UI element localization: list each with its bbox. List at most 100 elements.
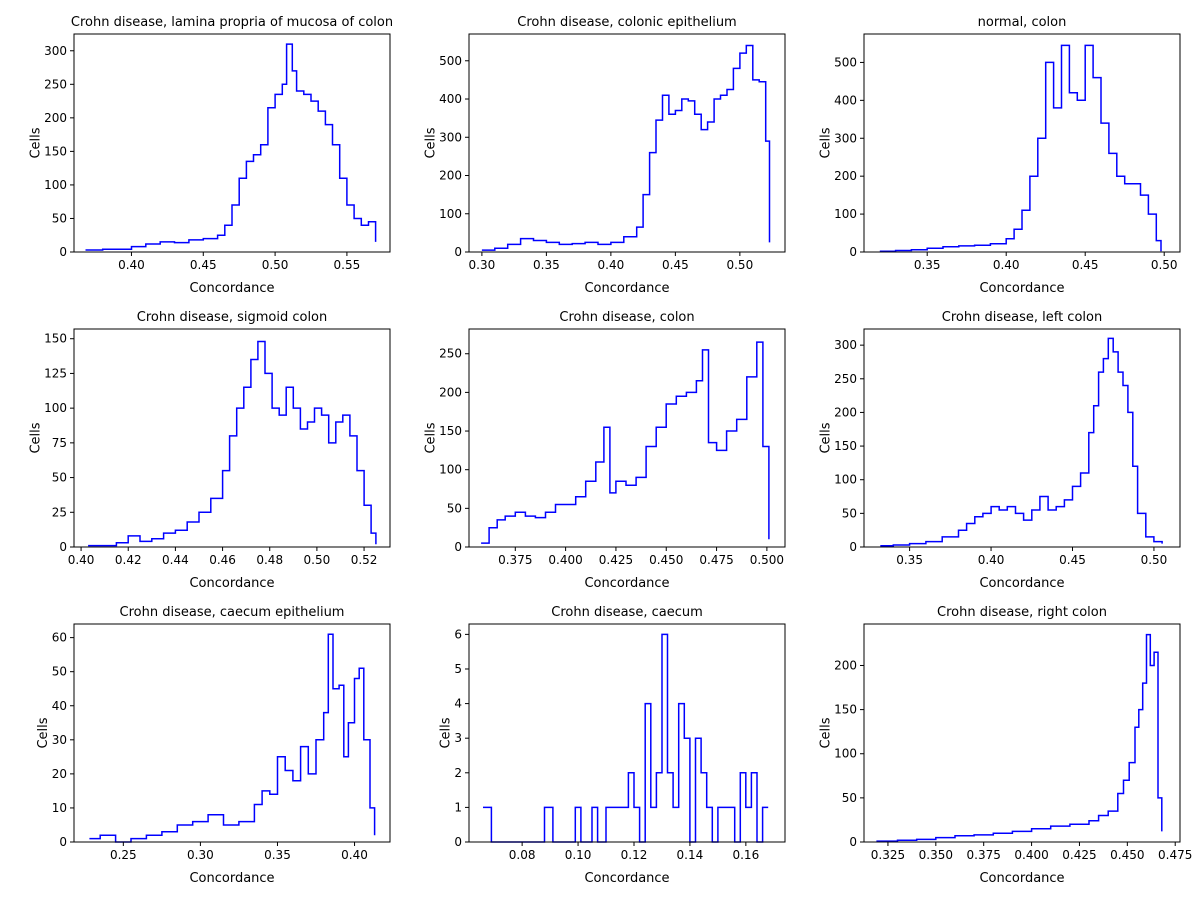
x-tick-label: 0.35 [533, 258, 560, 272]
y-tick-label: 200 [834, 658, 857, 672]
y-tick-label: 100 [834, 207, 857, 221]
y-tick-label: 5 [454, 662, 462, 676]
y-tick-label: 30 [52, 733, 67, 747]
y-tick-label: 100 [439, 207, 462, 221]
y-axis-label: Cells [36, 717, 51, 748]
x-axis-label: Concordance [979, 281, 1064, 296]
x-axis-label: Concordance [584, 871, 669, 886]
histogram-step-line [481, 44, 771, 251]
y-tick-label: 0 [454, 540, 462, 554]
histogram-step-line [88, 340, 377, 547]
y-tick-label: 50 [52, 211, 67, 225]
x-tick-label: 0.30 [469, 258, 496, 272]
x-tick-label: 0.40 [993, 258, 1020, 272]
histogram-step-line [481, 341, 770, 544]
y-tick-label: 150 [44, 332, 67, 346]
subplot-title: Crohn disease, left colon [942, 310, 1102, 325]
x-tick-label: 0.35 [264, 848, 291, 862]
subplot-8: 0.08 0.10 0.12 0.14 0.16 0 1 2 3 4 5 6 Crohn disease… [439, 605, 786, 886]
x-axis-label: Concordance [189, 871, 274, 886]
y-tick-label: 200 [834, 405, 857, 419]
x-tick-label: 0.55 [334, 258, 361, 272]
x-tick-label: 0.50 [726, 258, 753, 272]
x-axis-label: Concordance [979, 871, 1064, 886]
x-tick-label: 0.08 [509, 848, 536, 862]
x-tick-label: 0.42 [115, 553, 142, 567]
x-tick-label: 0.45 [1059, 553, 1086, 567]
subplot-title: normal, colon [978, 15, 1067, 30]
axes-frame [863, 33, 1181, 253]
subplot-1: 0.40 0.45 0.50 0.55 0 50 100 150 200 250 300 Crohn … [29, 15, 394, 296]
y-tick-label: 50 [52, 471, 67, 485]
y-tick-label: 200 [439, 169, 462, 183]
x-tick-label: 0.30 [187, 848, 214, 862]
y-tick-label: 25 [52, 505, 67, 519]
y-axis-label: Cells [29, 127, 44, 158]
y-tick-label: 150 [439, 424, 462, 438]
y-axis-label: Cells [424, 422, 439, 453]
y-tick-label: 20 [52, 767, 67, 781]
histogram-step-line [879, 44, 1162, 252]
x-tick-label: 0.52 [351, 553, 378, 567]
y-tick-label: 200 [439, 385, 462, 399]
y-tick-label: 100 [439, 463, 462, 477]
x-tick-label: 0.475 [699, 553, 733, 567]
x-tick-label: 0.45 [190, 258, 217, 272]
y-tick-label: 300 [834, 338, 857, 352]
x-tick-label: 0.40 [68, 553, 95, 567]
x-axis-label: Concordance [584, 576, 669, 591]
y-tick-label: 0 [849, 245, 857, 259]
x-tick-label: 0.375 [967, 848, 1001, 862]
y-tick-label: 400 [439, 92, 462, 106]
subplot-title: Crohn disease, sigmoid colon [137, 310, 328, 325]
axes-frame [73, 33, 391, 253]
y-tick-label: 0 [849, 540, 857, 554]
y-tick-label: 125 [44, 366, 67, 380]
x-tick-label: 0.46 [209, 553, 236, 567]
subplot-9: 0.325 0.350 0.375 0.400 0.425 0.450 0.475 0 50 10… [819, 605, 1193, 886]
axes-frame [863, 623, 1181, 843]
x-axis-label: Concordance [189, 281, 274, 296]
y-tick-label: 100 [834, 747, 857, 761]
x-tick-label: 0.44 [162, 553, 189, 567]
x-tick-label: 0.35 [896, 553, 923, 567]
y-tick-label: 200 [834, 169, 857, 183]
y-tick-label: 50 [52, 665, 67, 679]
axes-frame [468, 33, 786, 253]
axes-frame [468, 623, 786, 843]
y-tick-label: 300 [834, 131, 857, 145]
histogram-step-line [483, 633, 769, 843]
y-tick-label: 75 [52, 436, 67, 450]
y-tick-label: 0 [59, 835, 67, 849]
y-tick-label: 400 [834, 93, 857, 107]
y-tick-label: 100 [44, 178, 67, 192]
x-tick-label: 0.40 [118, 258, 145, 272]
y-tick-label: 500 [439, 54, 462, 68]
x-tick-label: 0.45 [662, 258, 689, 272]
x-tick-label: 0.500 [750, 553, 784, 567]
y-axis-label: Cells [424, 127, 439, 158]
x-tick-label: 0.375 [498, 553, 532, 567]
x-tick-label: 0.400 [548, 553, 582, 567]
y-axis-label: Cells [819, 127, 834, 158]
x-tick-label: 0.50 [1141, 553, 1168, 567]
y-tick-label: 50 [842, 791, 857, 805]
x-tick-label: 0.450 [649, 553, 683, 567]
x-axis-label: Concordance [189, 576, 274, 591]
y-tick-label: 6 [454, 627, 462, 641]
x-tick-label: 0.50 [304, 553, 331, 567]
y-tick-label: 150 [834, 439, 857, 453]
y-tick-label: 0 [59, 540, 67, 554]
x-tick-label: 0.400 [1014, 848, 1048, 862]
y-axis-label: Cells [29, 422, 44, 453]
subplot-title: Crohn disease, lamina propria of mucosa … [71, 15, 393, 30]
x-tick-label: 0.40 [598, 258, 625, 272]
x-tick-label: 0.14 [677, 848, 704, 862]
subplot-title: Crohn disease, caecum epithelium [120, 605, 345, 620]
y-tick-label: 300 [439, 130, 462, 144]
x-tick-label: 0.50 [1151, 258, 1178, 272]
x-tick-label: 0.12 [621, 848, 648, 862]
subplot-title: Crohn disease, right colon [937, 605, 1107, 620]
y-tick-label: 100 [834, 473, 857, 487]
y-tick-label: 3 [454, 731, 462, 745]
